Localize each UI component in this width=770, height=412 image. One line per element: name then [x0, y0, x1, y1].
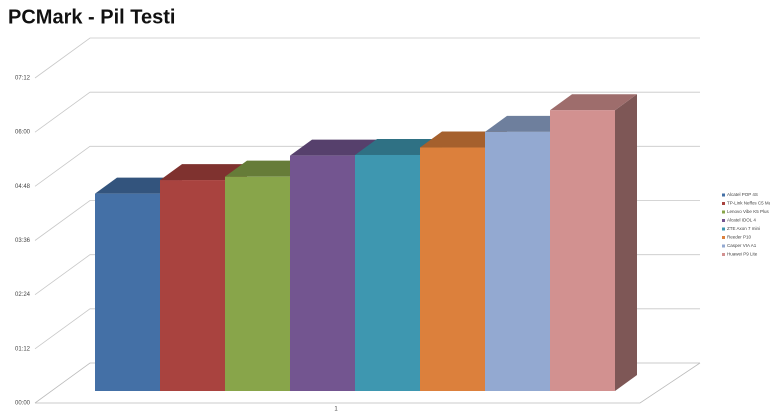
y-tick-label: 02:24 [15, 292, 31, 298]
y-tick-label: 00:00 [15, 401, 31, 407]
grid-line [34, 91, 700, 133]
legend-swatch [722, 202, 725, 205]
legend-label: TP-Link Neffos C5 Max [727, 201, 770, 206]
legend-swatch [722, 193, 725, 197]
bar-side [615, 94, 637, 391]
x-tick-label: 1 [334, 407, 338, 412]
legend-label: ZTE Axon 7 mini [727, 226, 760, 231]
y-tick-label: 03:36 [15, 238, 31, 244]
floor-front [35, 362, 701, 404]
legend-label: Alcatel IDOL 4 [727, 218, 756, 223]
bar [485, 131, 550, 391]
legend-label: Reeder P10 [727, 235, 752, 240]
bar-top [160, 164, 247, 181]
legend-swatch [722, 210, 725, 214]
bar [550, 110, 615, 391]
y-tick-label: 01:12 [15, 346, 31, 352]
bar [355, 154, 420, 391]
bar [290, 155, 355, 391]
bar [160, 180, 225, 391]
legend-label: Alcatel POP 4S [727, 192, 758, 197]
bar-top [550, 94, 637, 111]
y-tick-label: 04:48 [15, 184, 31, 190]
legend-label: Casper VIA A1 [727, 243, 757, 248]
grid-line [34, 37, 700, 79]
y-tick-label: 07:12 [15, 76, 31, 82]
bar [420, 147, 485, 391]
bar [225, 176, 290, 391]
y-tick-label: 06:00 [15, 130, 31, 136]
bar-top [290, 139, 377, 156]
legend-swatch [722, 219, 725, 222]
legend-label: Lenovo Vibe K5 Plus [727, 209, 769, 214]
legend-swatch [722, 244, 725, 248]
legend-swatch [722, 253, 725, 256]
bar [95, 193, 160, 391]
chart-title: PCMark - Pil Testi [8, 6, 175, 28]
legend-swatch [722, 227, 725, 231]
legend-swatch [722, 236, 725, 239]
legend-label: Huawei P9 Lite [727, 252, 758, 257]
